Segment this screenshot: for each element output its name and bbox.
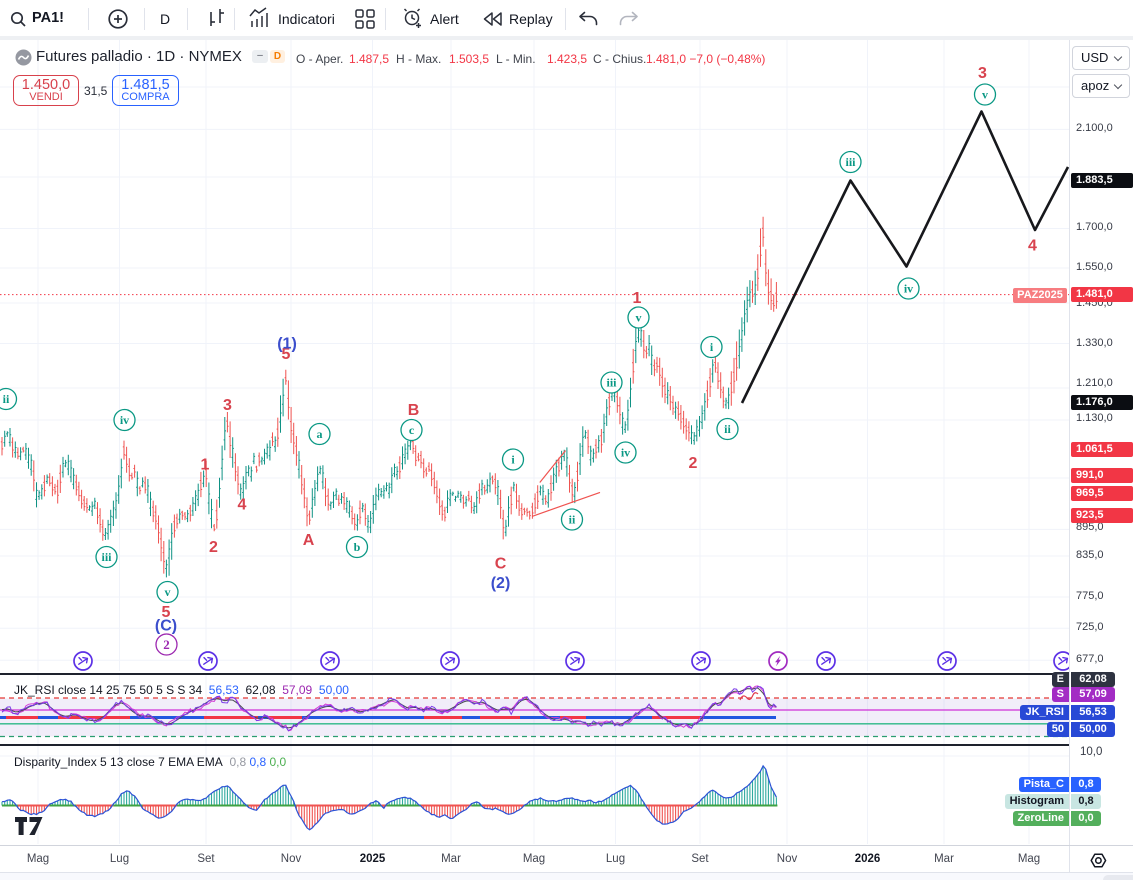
- svg-text:iii: iii: [101, 550, 112, 564]
- svg-text:3: 3: [978, 65, 987, 82]
- svg-text:c: c: [409, 423, 415, 437]
- svg-text:iii: iii: [845, 155, 856, 169]
- svg-text:1: 1: [201, 457, 210, 474]
- svg-text:5: 5: [282, 346, 291, 363]
- svg-text:(2): (2): [491, 575, 511, 592]
- svg-text:i: i: [511, 453, 515, 467]
- svg-text:iii: iii: [606, 376, 617, 390]
- svg-text:iv: iv: [904, 282, 913, 296]
- svg-text:a: a: [317, 427, 323, 441]
- svg-text:C: C: [495, 556, 507, 573]
- svg-text:4: 4: [1028, 238, 1037, 255]
- svg-text:iv: iv: [621, 446, 630, 460]
- svg-text:ii: ii: [3, 392, 10, 406]
- svg-text:B: B: [408, 402, 420, 419]
- svg-text:(1): (1): [277, 336, 297, 353]
- svg-text:4: 4: [238, 497, 247, 514]
- svg-text:v: v: [636, 311, 642, 325]
- svg-text:ii: ii: [569, 513, 576, 527]
- svg-text:5: 5: [162, 604, 171, 621]
- svg-text:v: v: [165, 585, 171, 599]
- svg-text:3: 3: [223, 397, 232, 414]
- svg-text:2: 2: [163, 637, 170, 652]
- svg-text:2: 2: [689, 455, 698, 472]
- svg-text:v: v: [982, 88, 988, 102]
- svg-text:2: 2: [209, 539, 218, 556]
- svg-text:i: i: [710, 340, 714, 354]
- svg-text:ii: ii: [724, 422, 731, 436]
- svg-text:iv: iv: [120, 413, 129, 427]
- svg-text:b: b: [354, 540, 361, 554]
- svg-text:(C): (C): [155, 618, 177, 635]
- svg-text:1: 1: [633, 290, 642, 307]
- svg-text:A: A: [303, 532, 315, 549]
